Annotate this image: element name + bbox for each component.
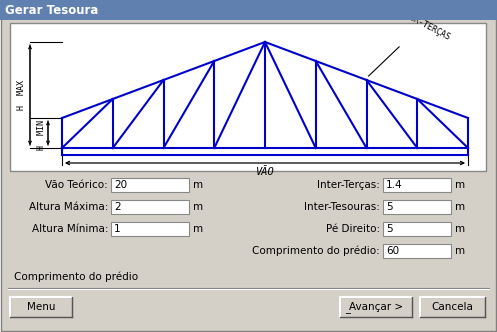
FancyBboxPatch shape bbox=[383, 244, 451, 258]
Text: 2: 2 bbox=[114, 202, 121, 212]
Text: Inter-Terças:: Inter-Terças: bbox=[317, 180, 380, 190]
FancyBboxPatch shape bbox=[383, 200, 451, 214]
Text: Comprimento do prédio:: Comprimento do prédio: bbox=[252, 246, 380, 256]
Text: Menu: Menu bbox=[27, 302, 55, 312]
FancyBboxPatch shape bbox=[111, 222, 189, 236]
FancyBboxPatch shape bbox=[383, 178, 451, 192]
FancyBboxPatch shape bbox=[340, 297, 412, 317]
FancyBboxPatch shape bbox=[10, 297, 72, 317]
Text: Cancela: Cancela bbox=[431, 302, 474, 312]
Text: Inter-Tesouras:: Inter-Tesouras: bbox=[304, 202, 380, 212]
Text: INTER-TERÇAS: INTER-TERÇAS bbox=[368, 6, 452, 76]
FancyBboxPatch shape bbox=[10, 23, 486, 171]
Text: m: m bbox=[455, 246, 465, 256]
Text: 1.4: 1.4 bbox=[386, 180, 403, 190]
Text: VÃO: VÃO bbox=[255, 167, 274, 177]
Text: H  MIN: H MIN bbox=[37, 120, 47, 150]
Text: 1: 1 bbox=[114, 224, 121, 234]
Text: m: m bbox=[193, 224, 203, 234]
FancyBboxPatch shape bbox=[0, 0, 497, 20]
Text: m: m bbox=[193, 180, 203, 190]
Text: Pé Direito:: Pé Direito: bbox=[326, 224, 380, 234]
Text: H  MAX: H MAX bbox=[17, 80, 26, 110]
FancyBboxPatch shape bbox=[111, 178, 189, 192]
Text: m: m bbox=[193, 202, 203, 212]
FancyBboxPatch shape bbox=[420, 297, 485, 317]
FancyBboxPatch shape bbox=[383, 222, 451, 236]
Text: _: _ bbox=[345, 304, 350, 314]
Text: Altura Máxima:: Altura Máxima: bbox=[29, 202, 108, 212]
Text: Altura Mínima:: Altura Mínima: bbox=[31, 224, 108, 234]
Text: Gerar Tesoura: Gerar Tesoura bbox=[5, 5, 98, 18]
Text: 60: 60 bbox=[386, 246, 399, 256]
Text: m: m bbox=[455, 202, 465, 212]
Text: m: m bbox=[455, 180, 465, 190]
Text: 20: 20 bbox=[114, 180, 127, 190]
Text: Vão Teórico:: Vão Teórico: bbox=[45, 180, 108, 190]
Text: m: m bbox=[455, 224, 465, 234]
Text: Comprimento do prédio: Comprimento do prédio bbox=[14, 272, 138, 283]
Text: 5: 5 bbox=[386, 224, 393, 234]
Text: 5: 5 bbox=[386, 202, 393, 212]
FancyBboxPatch shape bbox=[111, 200, 189, 214]
Text: Avançar >: Avançar > bbox=[349, 302, 403, 312]
